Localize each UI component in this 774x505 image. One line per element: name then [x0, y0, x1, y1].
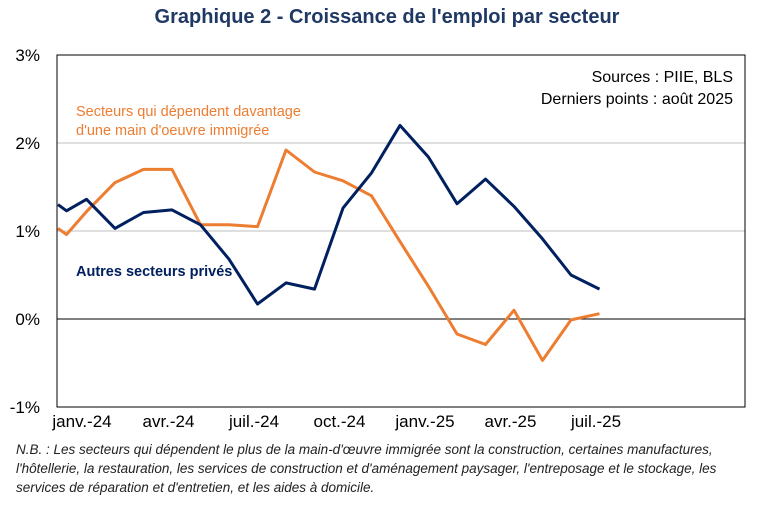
last-points-text: Derniers points : août 2025 [541, 91, 733, 108]
y-tick-label: -1% [10, 398, 40, 417]
series-line-immigrant-sectors [57, 148, 600, 362]
y-tick-label: 3% [15, 46, 40, 65]
chart-title: Graphique 2 - Croissance de l'emploi par… [154, 6, 620, 28]
sources-text: Sources : PIIE, BLS [592, 69, 733, 86]
x-axis-ticks: janv.-24 avr.-24 juil.-24 oct.-24 janv.-25 av… [51, 412, 621, 431]
series-line-other-sectors [57, 123, 601, 306]
series-label-immigrant-sectors: Secteurs qui dépendent davantage [76, 104, 301, 120]
x-tick-label: avr.-25 [485, 412, 537, 431]
series-label-other-sectors: Autres secteurs privés [76, 264, 232, 280]
series-label-immigrant-sectors-line2: d'une main d'oeuvre immigrée [76, 123, 269, 139]
y-tick-label: 2% [15, 134, 40, 153]
x-tick-label: janv.-25 [394, 412, 454, 431]
x-tick-label: avr.-24 [143, 412, 195, 431]
x-tick-label: juil.-25 [570, 412, 621, 431]
y-axis-ticks: -1% 0% 1% 2% 3% [10, 46, 40, 417]
x-tick-label: oct.-24 [314, 412, 366, 431]
x-tick-label: juil.-24 [228, 412, 279, 431]
x-tick-label: janv.-24 [51, 412, 111, 431]
footnote: N.B. : Les secteurs qui dépendent le plu… [16, 442, 717, 495]
y-tick-label: 0% [15, 310, 40, 329]
plot-frame [56, 54, 746, 408]
y-tick-label: 1% [15, 222, 40, 241]
series-lines [57, 123, 601, 362]
